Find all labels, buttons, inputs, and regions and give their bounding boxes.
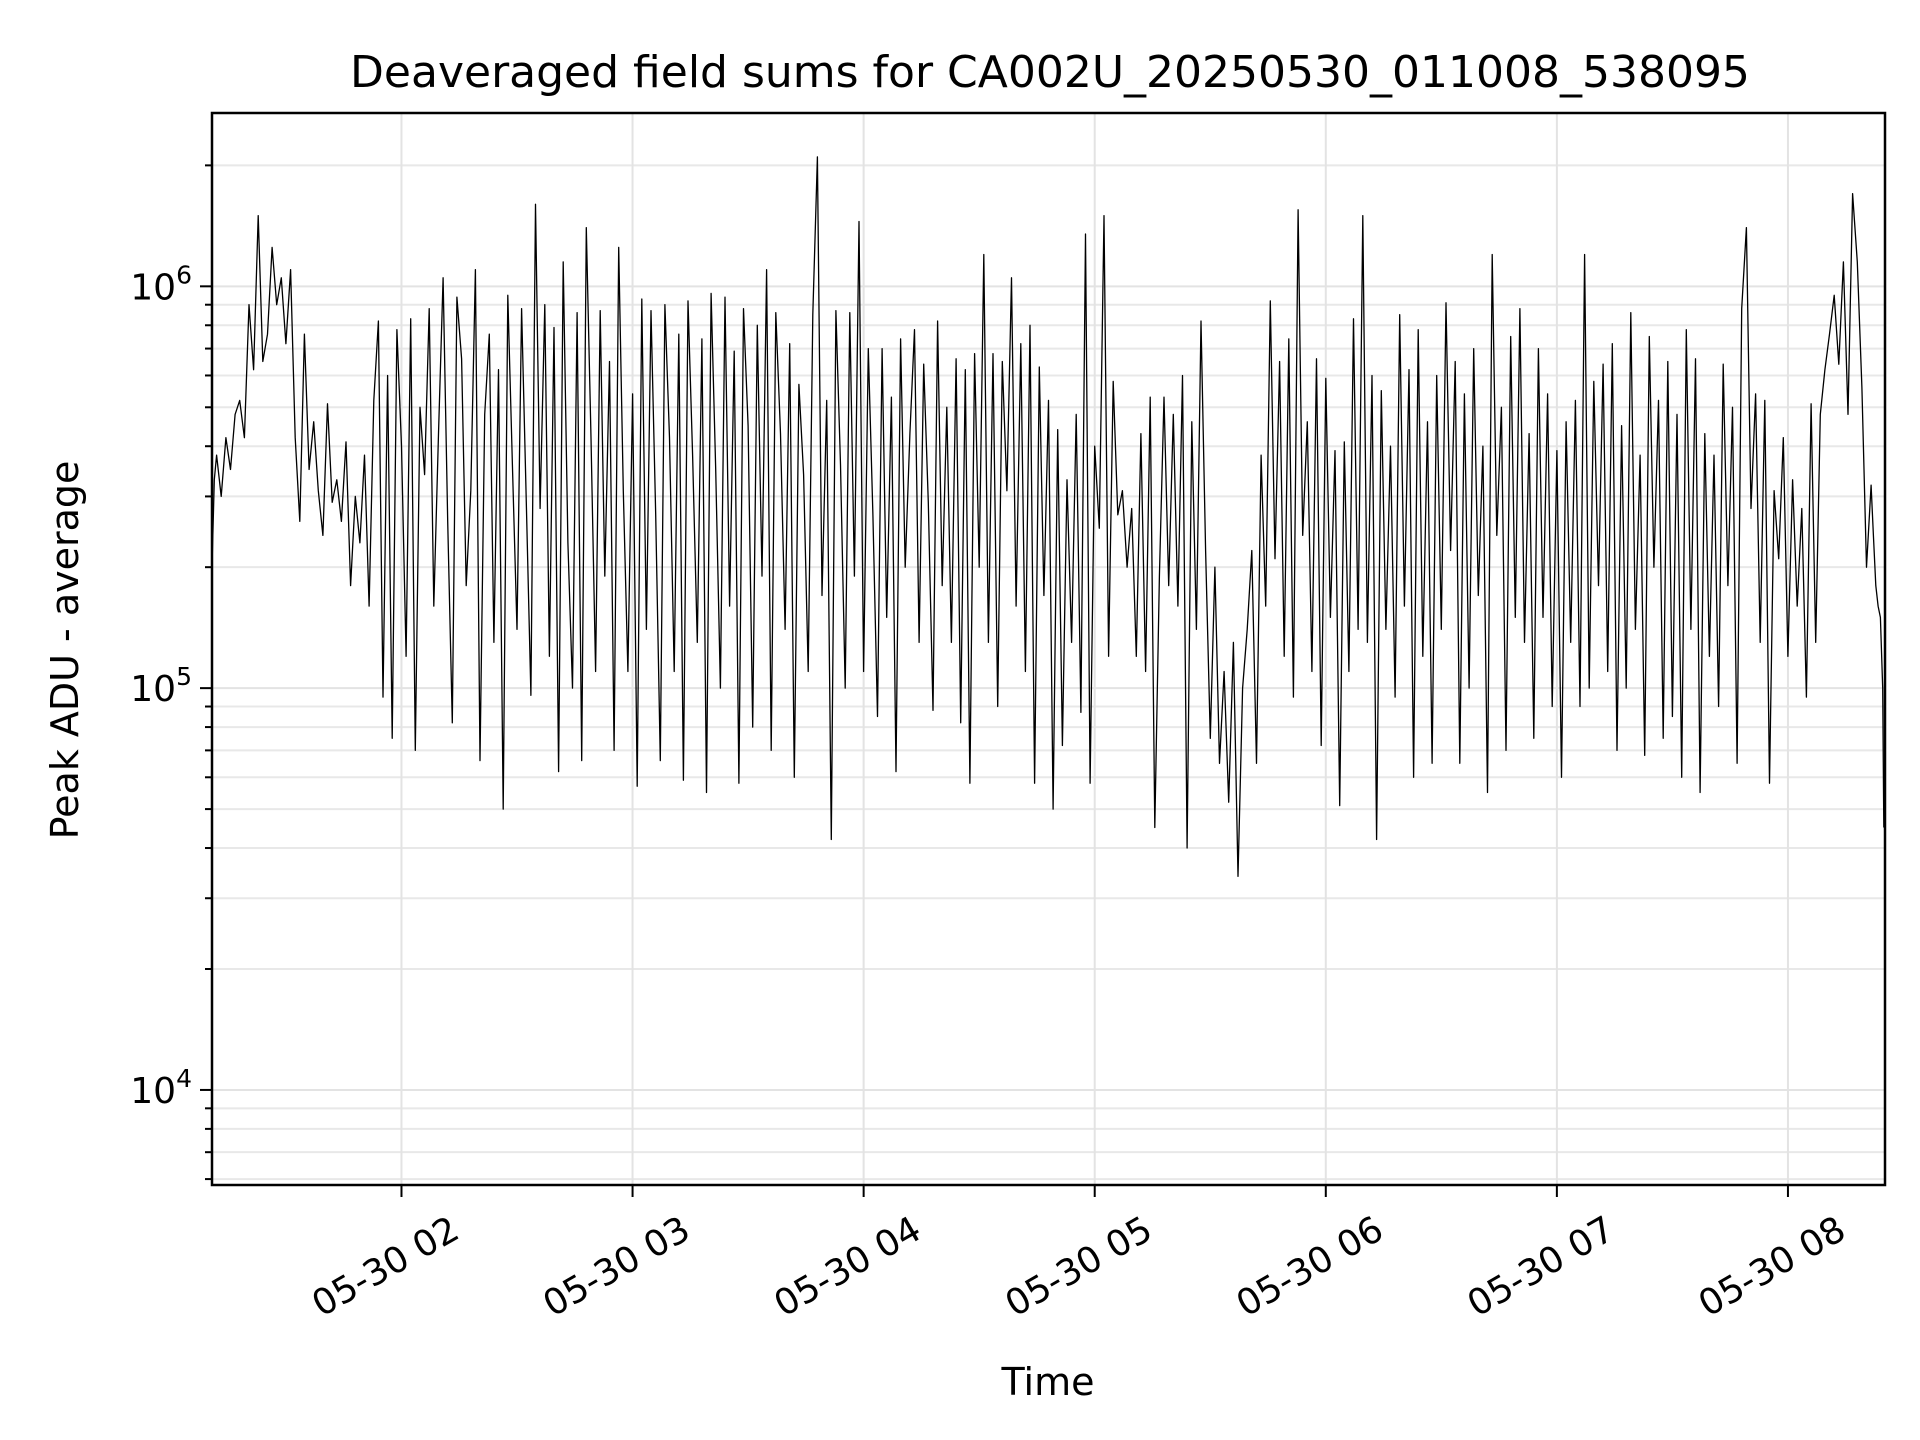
chart-title: Deaveraged field sums for CA002U_2025053… (350, 47, 1750, 98)
x-axis-ticks: 05-30 02 05-30 03 05-30 04 05-30 05 05-30 06… (305, 1185, 1853, 1325)
y-axis-ticks: 104 105 106 (130, 164, 212, 1181)
y-tick-label: 105 (130, 662, 192, 710)
grid-lines (212, 113, 1885, 1185)
y-tick-label: 106 (130, 260, 192, 308)
data-series (211, 156, 1885, 878)
x-tick-label: 05-30 04 (768, 1209, 929, 1325)
series-line-0 (211, 156, 1885, 878)
x-axis-label: Time (1001, 1360, 1095, 1404)
y-tick-label: 104 (130, 1064, 192, 1112)
x-tick-label: 05-30 05 (999, 1209, 1160, 1325)
plot-frame (210, 111, 1887, 1187)
x-tick-label: 05-30 08 (1692, 1209, 1853, 1325)
x-tick-label: 05-30 06 (1230, 1209, 1391, 1325)
x-tick-label: 05-30 07 (1461, 1209, 1622, 1325)
y-axis-label: Peak ADU - average (43, 461, 87, 840)
x-tick-label: 05-30 02 (305, 1209, 466, 1325)
x-tick-label: 05-30 03 (536, 1209, 697, 1325)
